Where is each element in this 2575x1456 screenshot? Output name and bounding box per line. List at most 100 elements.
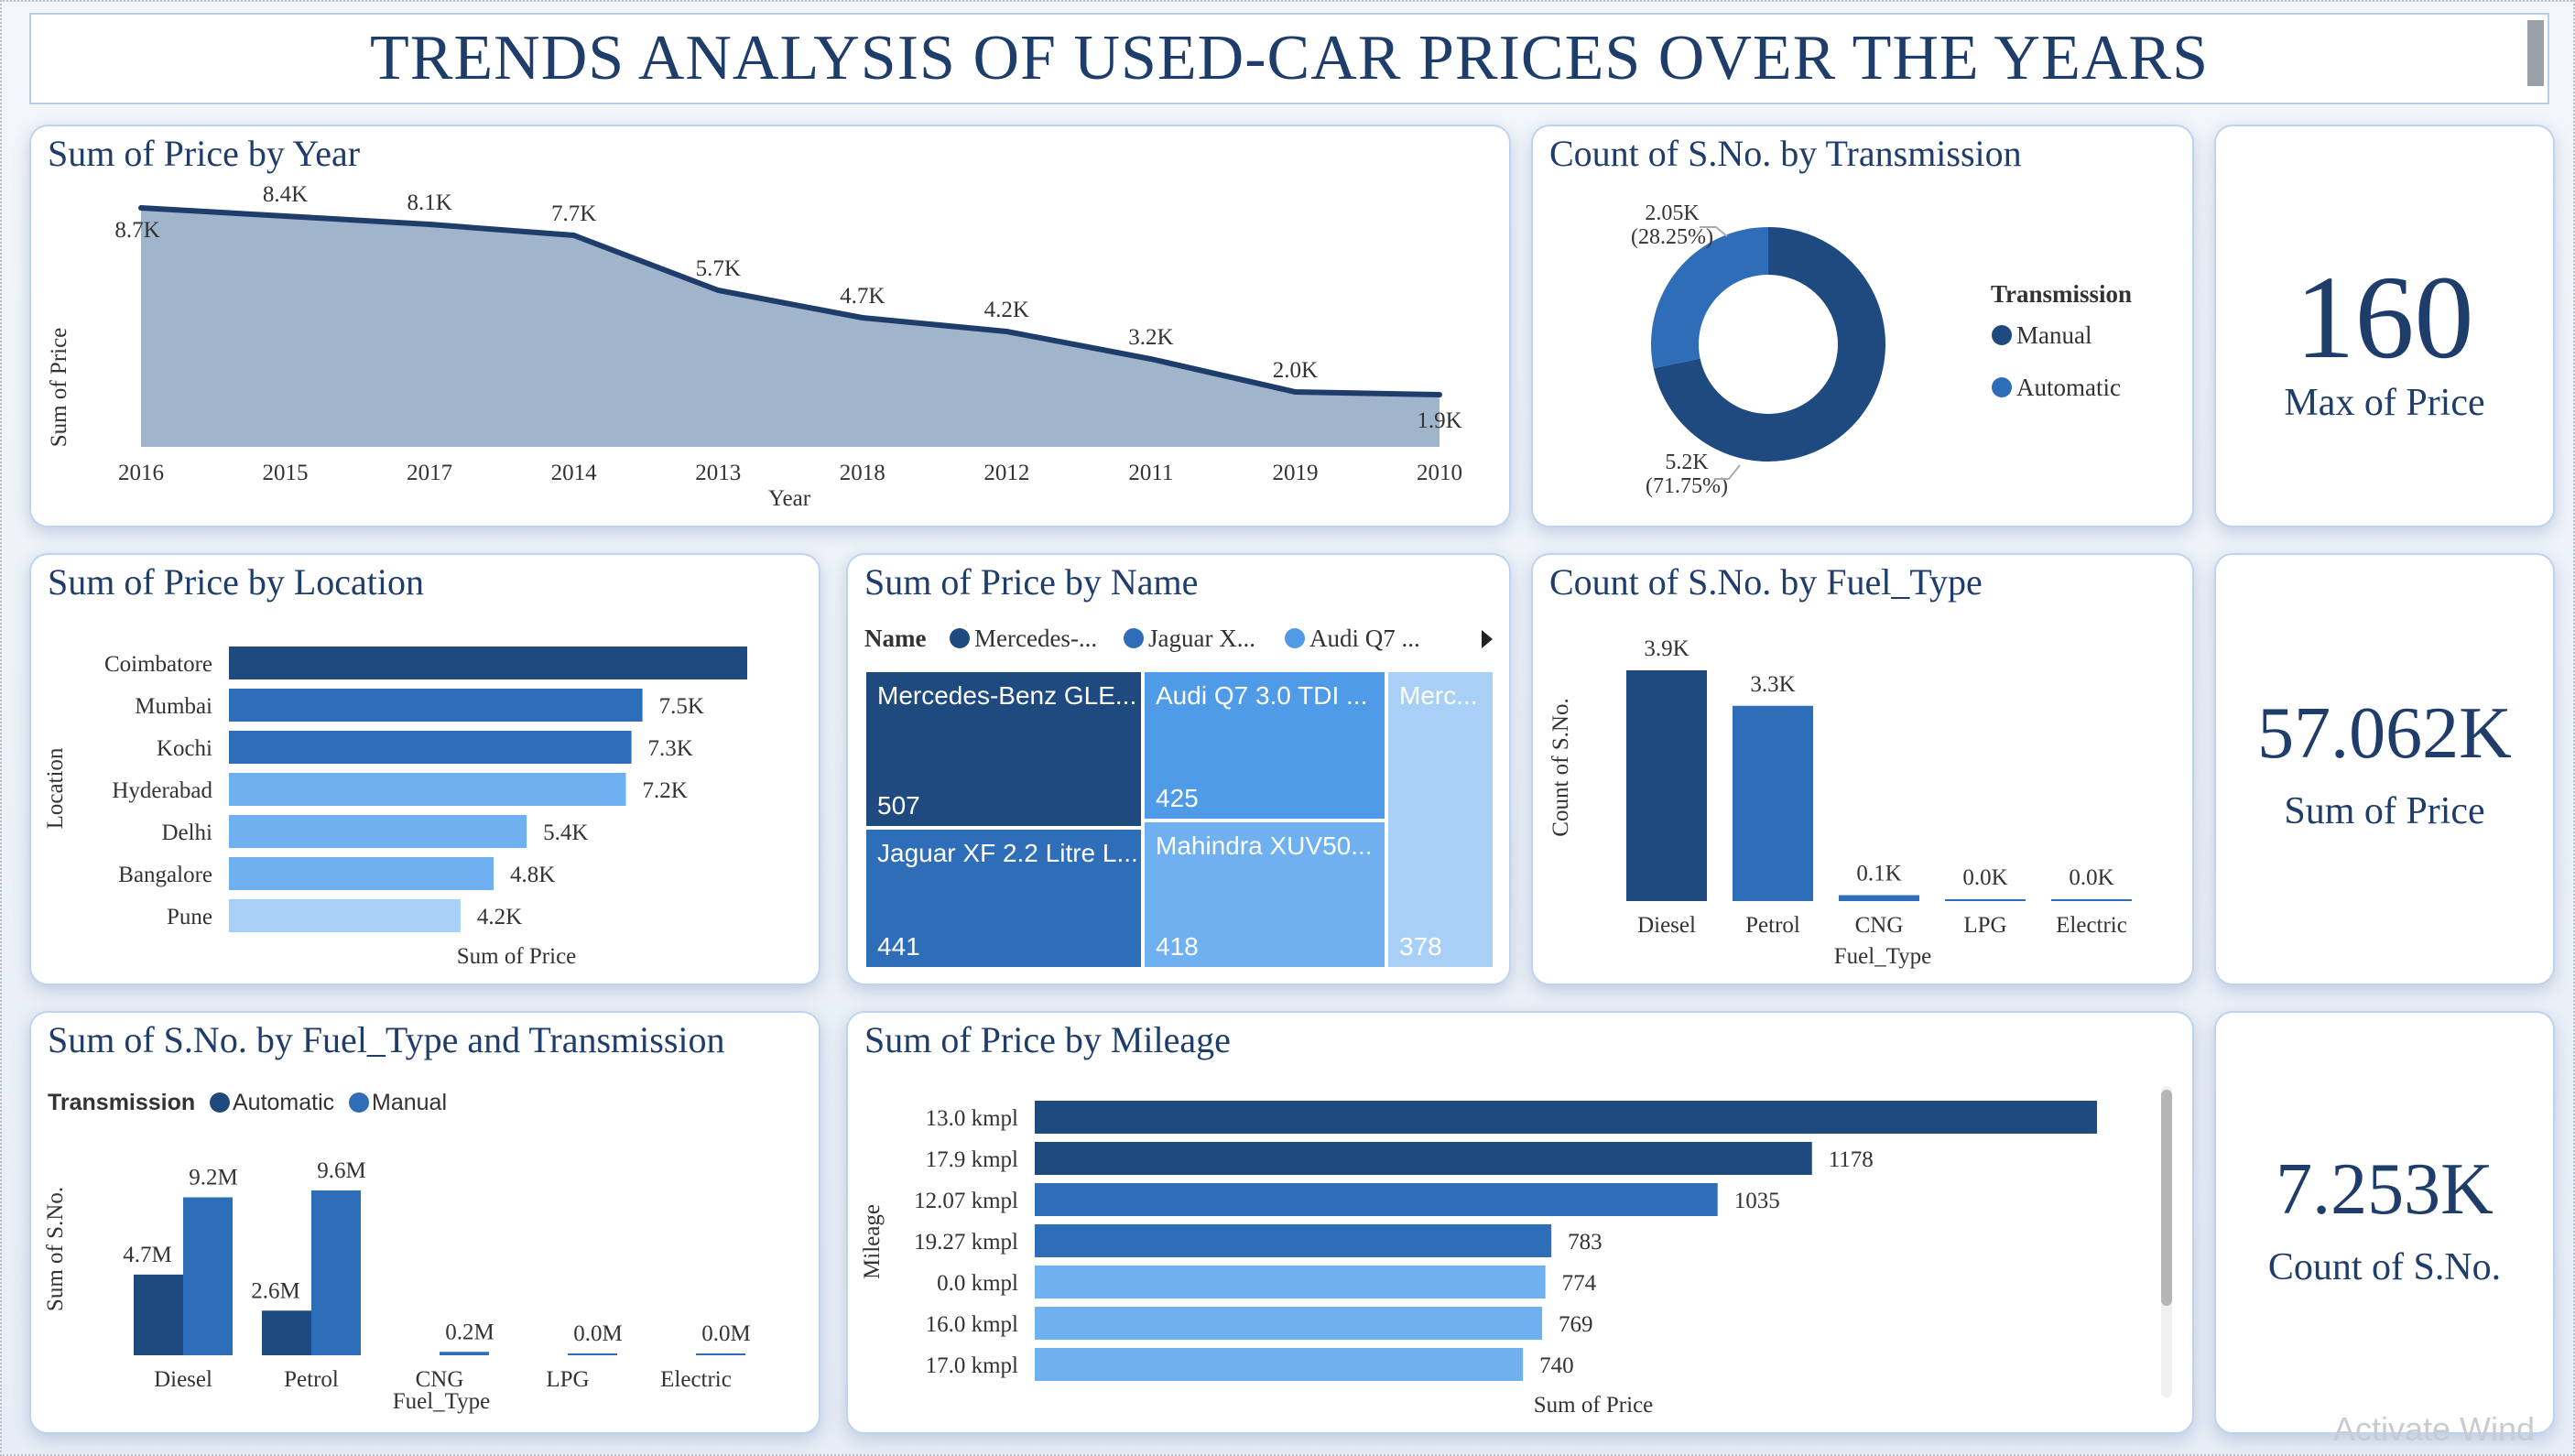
bar[interactable] xyxy=(262,1310,311,1355)
data-label: 9.6M xyxy=(317,1158,365,1183)
data-label: 8.4K xyxy=(263,182,308,207)
data-point[interactable] xyxy=(1004,329,1010,334)
bar[interactable] xyxy=(568,1353,617,1355)
bar[interactable] xyxy=(229,899,461,932)
legend-dot-manual xyxy=(349,1092,369,1113)
bar[interactable] xyxy=(1035,1183,1718,1216)
bar[interactable] xyxy=(1035,1142,1812,1175)
bar[interactable] xyxy=(229,815,527,848)
data-label: 3.9K xyxy=(1644,636,1689,661)
kpi-card-count-sno[interactable]: 7.253K Count of S.No. xyxy=(2214,1011,2555,1434)
bar[interactable] xyxy=(1035,1266,1546,1298)
x-axis-label: Sum of Price xyxy=(1534,1393,1654,1418)
panel-price-by-name[interactable]: Sum of Price by Name Name Mercedes-... J… xyxy=(846,553,1511,985)
legend-item-automatic[interactable]: Automatic xyxy=(233,1090,334,1115)
data-point[interactable] xyxy=(1292,389,1298,395)
panel-price-by-year[interactable]: Sum of Price by Year 8.7K 2016 8.4K 2015 8.1… xyxy=(29,125,1511,527)
panel-price-by-mileage[interactable]: Sum of Price by Mileage 13.0 kmpl 17.9 km… xyxy=(846,1011,2194,1434)
y-tick-label: Pune xyxy=(167,905,212,929)
treemap-tile[interactable]: Merc... 378 xyxy=(1386,670,1494,969)
panel-count-by-transmission[interactable]: Count of S.No. by Transmission Transmiss… xyxy=(1531,125,2194,527)
treemap-tile[interactable]: Audi Q7 3.0 TDI ... 425 xyxy=(1143,670,1386,820)
x-tick-label: Petrol xyxy=(1745,913,1800,938)
count-by-fuel-chart: 3.9K Diesel 3.3K Petrol 0.1K CNG 0.0K LPG 0.0K El… xyxy=(1548,636,2132,969)
panel-price-by-location[interactable]: Sum of Price by Location Coimbatore Mumba… xyxy=(29,553,820,985)
donut-slice-manual[interactable] xyxy=(1653,227,1885,462)
legend-item-manual[interactable]: Manual xyxy=(372,1090,447,1115)
data-label: 3.3K xyxy=(1750,672,1795,697)
bar[interactable] xyxy=(1733,705,1813,901)
bar[interactable] xyxy=(229,857,494,890)
legend-title: Transmission xyxy=(1991,280,2132,308)
bar[interactable] xyxy=(1035,1224,1552,1257)
tile-label: Mercedes-Benz GLE... xyxy=(877,681,1137,710)
panel-sno-by-fuel-transmission[interactable]: Sum of S.No. by Fuel_Type and Transmissi… xyxy=(29,1011,820,1434)
bar[interactable] xyxy=(1839,895,1919,901)
data-label: 3.2K xyxy=(1128,325,1173,350)
data-point[interactable] xyxy=(715,288,722,293)
data-point[interactable] xyxy=(427,222,433,227)
legend-dot-audi xyxy=(1285,628,1305,648)
data-point[interactable] xyxy=(1437,392,1442,397)
legend-item-jaguar[interactable]: Jaguar X... xyxy=(1148,625,1255,652)
bar[interactable] xyxy=(229,689,643,722)
legend-item-automatic[interactable]: Automatic xyxy=(2016,374,2121,401)
treemap-tile[interactable]: Jaguar XF 2.2 Litre L... 441 xyxy=(864,828,1143,969)
data-point[interactable] xyxy=(282,213,288,219)
label-automatic-pct: (28.25%) xyxy=(1631,225,1713,249)
legend-item-mercedes[interactable]: Mercedes-... xyxy=(974,625,1097,652)
data-label: 1035 xyxy=(1734,1189,1780,1213)
data-label: 0.0K xyxy=(2069,865,2113,890)
data-point[interactable] xyxy=(1147,356,1154,362)
bar[interactable] xyxy=(183,1197,233,1356)
bar[interactable] xyxy=(134,1274,183,1355)
y-tick-label: 17.0 kmpl xyxy=(926,1353,1018,1378)
x-tick-label: 2018 xyxy=(840,461,885,485)
bar[interactable] xyxy=(1035,1348,1524,1381)
data-label: 9.2M xyxy=(189,1166,237,1190)
legend-item-audi[interactable]: Audi Q7 ... xyxy=(1309,625,1420,652)
x-tick-label: 2011 xyxy=(1128,461,1173,485)
bar[interactable] xyxy=(1035,1307,1543,1340)
data-label: 4.8K xyxy=(510,863,555,887)
data-label: 2.0K xyxy=(1273,358,1318,383)
legend-next-arrow-icon[interactable] xyxy=(1482,630,1493,648)
x-tick-label: 2019 xyxy=(1272,461,1318,485)
scrollbar-thumb[interactable] xyxy=(2161,1090,2172,1306)
scrollbar-thumb[interactable] xyxy=(2527,20,2544,86)
data-label: 7.7K xyxy=(551,201,596,226)
bar[interactable] xyxy=(440,1352,489,1355)
treemap: Mercedes-Benz GLE... 507 Jaguar XF 2.2 L… xyxy=(864,670,1494,969)
x-axis-label: Sum of Price xyxy=(457,944,577,969)
y-tick-label: 16.0 kmpl xyxy=(926,1312,1018,1337)
bar[interactable] xyxy=(1035,1101,2097,1134)
treemap-tile[interactable]: Mercedes-Benz GLE... 507 xyxy=(864,670,1143,828)
x-tick-label: 2016 xyxy=(118,461,164,485)
bar[interactable] xyxy=(311,1190,361,1355)
treemap-tile[interactable]: Mahindra XUV50... 418 xyxy=(1143,820,1386,969)
bar[interactable] xyxy=(1626,670,1707,901)
bar[interactable] xyxy=(2051,899,2132,901)
data-point[interactable] xyxy=(138,205,144,211)
data-label: 1.9K xyxy=(1417,408,1461,433)
area-fill xyxy=(141,208,1440,447)
y-tick-label: Hyderabad xyxy=(112,778,212,803)
donut-slice-automatic[interactable] xyxy=(1651,227,1768,369)
data-point[interactable] xyxy=(570,233,577,238)
bar[interactable] xyxy=(229,731,632,764)
bar[interactable] xyxy=(229,773,626,806)
x-tick-label: 2013 xyxy=(695,461,741,485)
tile-label: Mahindra XUV50... xyxy=(1156,831,1373,860)
panel-count-by-fuel[interactable]: Count of S.No. by Fuel_Type 3.9K Diesel 3.… xyxy=(1531,553,2194,985)
y-tick-label: 17.9 kmpl xyxy=(926,1147,1018,1172)
data-label: 783 xyxy=(1568,1230,1603,1255)
bar[interactable] xyxy=(696,1353,745,1355)
kpi-card-max-price[interactable]: 160 Max of Price xyxy=(2214,125,2555,527)
x-tick-label: Diesel xyxy=(154,1367,212,1392)
kpi-card-sum-price[interactable]: 57.062K Sum of Price xyxy=(2214,553,2555,985)
bar[interactable] xyxy=(229,647,747,679)
data-point[interactable] xyxy=(859,315,865,321)
legend-item-manual[interactable]: Manual xyxy=(2016,321,2092,349)
kpi-label: Max of Price xyxy=(2284,382,2485,424)
bar[interactable] xyxy=(1945,899,2026,901)
